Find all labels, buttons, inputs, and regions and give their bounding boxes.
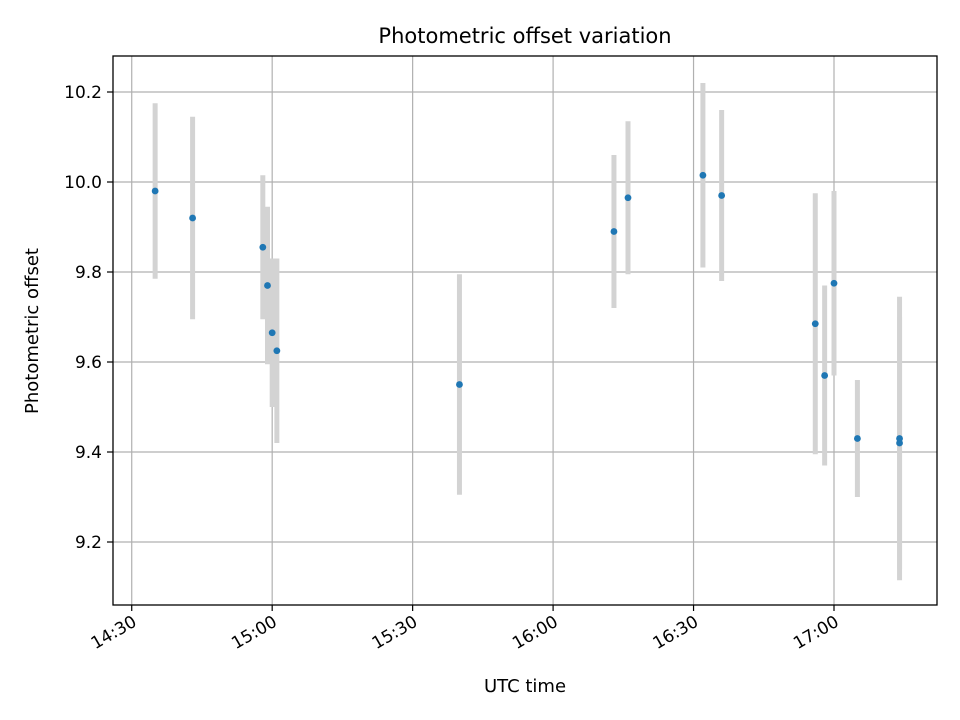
x-axis-ticks: 14:30 15:00 15:30 16:00 16:30 17:00: [88, 605, 843, 654]
data-point: [273, 347, 281, 355]
y-tick-label: 9.6: [75, 353, 102, 373]
data-point: [264, 282, 271, 289]
plot-frame: [112, 55, 938, 606]
x-tick-label: 16:00: [509, 612, 561, 654]
data-point: [896, 439, 903, 447]
y-tick-label: 9.4: [75, 443, 102, 463]
data-points: [151, 171, 903, 447]
x-tick-label: 14:30: [88, 612, 140, 654]
data-point: [830, 279, 838, 287]
y-tick-label: 10.2: [64, 83, 102, 103]
y-tick-label: 9.2: [75, 533, 102, 553]
data-point: [821, 372, 829, 379]
data-point: [811, 320, 819, 328]
data-point: [610, 228, 618, 235]
data-point: [259, 243, 267, 251]
y-tick-label: 10.0: [64, 173, 102, 193]
chart-title: Photometric offset variation: [378, 24, 671, 48]
y-axis-ticks: 9.2 9.4 9.6 9.8 10.0 10.2: [64, 83, 113, 553]
data-point: [854, 435, 861, 442]
data-point: [189, 214, 196, 222]
x-tick-label: 15:00: [228, 612, 280, 654]
data-point: [151, 187, 159, 195]
error-bars: [152, 83, 903, 581]
x-axis-label: UTC time: [484, 676, 566, 697]
data-point: [456, 381, 463, 388]
y-axis-label: Photometric offset: [22, 248, 43, 414]
x-tick-label: 15:30: [369, 612, 421, 654]
data-point: [268, 329, 276, 337]
data-point: [718, 192, 726, 199]
data-point: [699, 171, 707, 179]
data-point: [624, 194, 632, 202]
x-tick-label: 16:30: [650, 612, 702, 654]
x-tick-label: 17:00: [790, 612, 842, 654]
y-tick-label: 9.8: [75, 263, 102, 283]
